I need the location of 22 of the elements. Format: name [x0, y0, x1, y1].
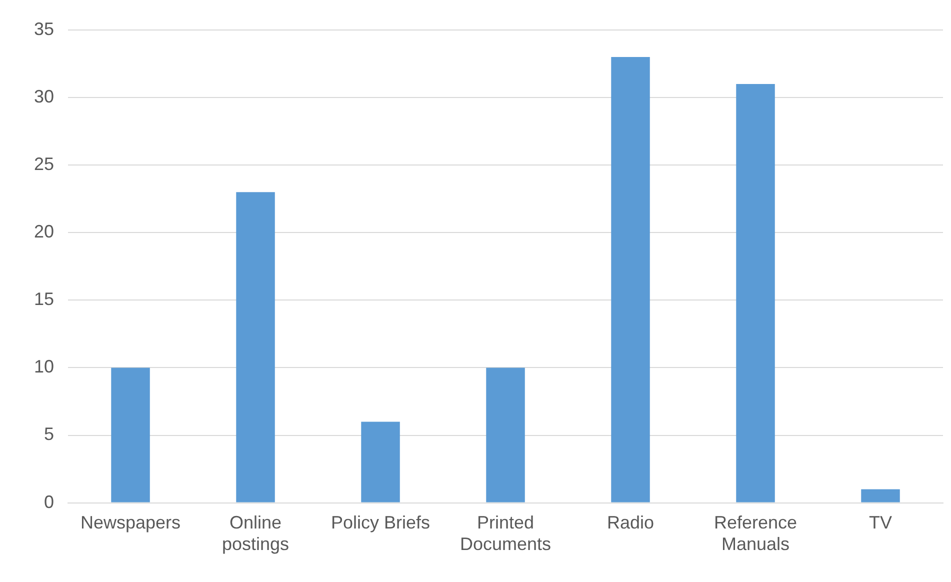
x-tick-label: Reference Manuals [714, 512, 798, 554]
y-tick-label: 10 [34, 356, 54, 377]
bar [736, 84, 775, 502]
x-tick-label: Radio [606, 512, 654, 533]
bar [861, 489, 900, 502]
y-tick-label: 35 [34, 18, 54, 39]
bar [611, 57, 650, 502]
y-tick-label: 30 [34, 86, 54, 107]
bar [236, 192, 275, 502]
y-tick-label: 5 [44, 424, 54, 444]
y-tick-label: 0 [44, 492, 54, 512]
y-tick-label: 15 [34, 289, 54, 310]
x-tick-label: Online postings [222, 512, 290, 554]
y-tick-label: 20 [34, 222, 54, 242]
bar [361, 422, 400, 502]
bar [486, 368, 525, 502]
y-tick-label: 25 [34, 154, 54, 174]
x-tick-label: Printed Documents [460, 512, 552, 554]
x-tick-label: Newspapers [80, 512, 181, 533]
x-tick-label: Policy Briefs [331, 512, 430, 533]
bar [111, 368, 150, 502]
x-tick-label: TV [868, 512, 892, 533]
